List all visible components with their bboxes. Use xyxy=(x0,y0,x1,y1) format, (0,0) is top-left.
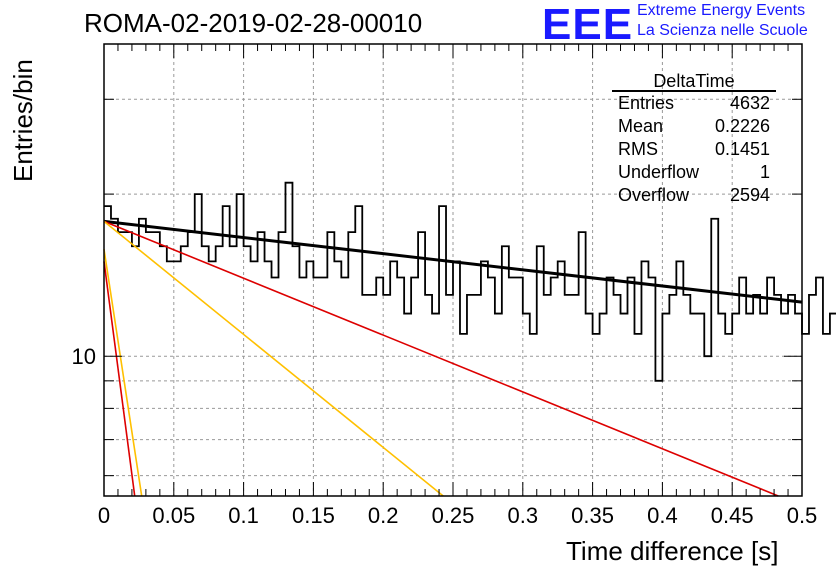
stats-row-entries: Entries 4632 xyxy=(612,92,776,115)
y-axis-label: Entries/bin xyxy=(8,59,38,182)
stats-value: 4632 xyxy=(729,93,770,113)
logo-line-1: Extreme Energy Events xyxy=(637,2,806,19)
stats-value: 2594 xyxy=(729,185,770,205)
histogram-steps xyxy=(104,181,836,382)
stats-label: Underflow xyxy=(618,162,700,182)
fit-line-2 xyxy=(103,220,444,497)
y-tick-labels: 10 xyxy=(72,344,96,369)
stats-row-rms: RMS 0.1451 xyxy=(612,138,776,161)
fit-line-0 xyxy=(103,219,803,304)
axes xyxy=(103,43,803,497)
logo-line-2: La Scienza nelle Scuole xyxy=(637,22,808,39)
x-tick-label: 0.2 xyxy=(368,503,399,528)
stats-value: 0.2226 xyxy=(714,116,770,136)
y-tick-label: 10 xyxy=(72,344,96,369)
x-tick-label: 0.1 xyxy=(228,503,259,528)
stats-value: 1 xyxy=(759,162,770,182)
x-tick-labels: 0 0.05 0.1 0.15 0.2 0.25 0.3 0.35 0.4 0.45 0.5 xyxy=(98,503,817,528)
stats-row-mean: Mean 0.2226 xyxy=(612,115,776,138)
x-tick-label: 0.25 xyxy=(432,503,475,528)
histogram xyxy=(104,181,836,382)
x-tick-label: 0.15 xyxy=(292,503,335,528)
stats-divider xyxy=(612,90,776,92)
fit-line-4 xyxy=(103,261,136,497)
x-tick-label: 0 xyxy=(98,503,110,528)
fit-line-3 xyxy=(103,249,143,497)
stats-title: DeltaTime xyxy=(653,71,735,91)
stats-label: Entries xyxy=(618,93,675,113)
x-axis-label: Time difference [s] xyxy=(566,536,779,566)
stats-label: Mean xyxy=(618,116,664,136)
stats-row-underflow: Underflow 1 xyxy=(612,161,776,184)
fit-line-1 xyxy=(103,220,779,497)
x-tick-label: 0.45 xyxy=(711,503,754,528)
fit-lines xyxy=(103,219,803,497)
x-tick-label: 0.3 xyxy=(508,503,539,528)
stats-row-overflow: Overflow 2594 xyxy=(612,184,776,207)
x-tick-label: 0.05 xyxy=(152,503,195,528)
stats-box: DeltaTime Entries 4632 Mean 0.2226 RMS 0… xyxy=(612,72,776,207)
stats-label: RMS xyxy=(618,139,658,159)
stats-label: Overflow xyxy=(618,185,690,205)
x-tick-label: 0.5 xyxy=(787,503,818,528)
plot-frame xyxy=(103,43,803,497)
stats-value: 0.1451 xyxy=(714,139,770,159)
eee-logo: EEE xyxy=(542,0,634,49)
grid xyxy=(104,44,802,496)
chart-title: ROMA-02-2019-02-28-00010 xyxy=(84,8,423,38)
x-tick-label: 0.4 xyxy=(647,503,678,528)
x-tick-label: 0.35 xyxy=(571,503,614,528)
